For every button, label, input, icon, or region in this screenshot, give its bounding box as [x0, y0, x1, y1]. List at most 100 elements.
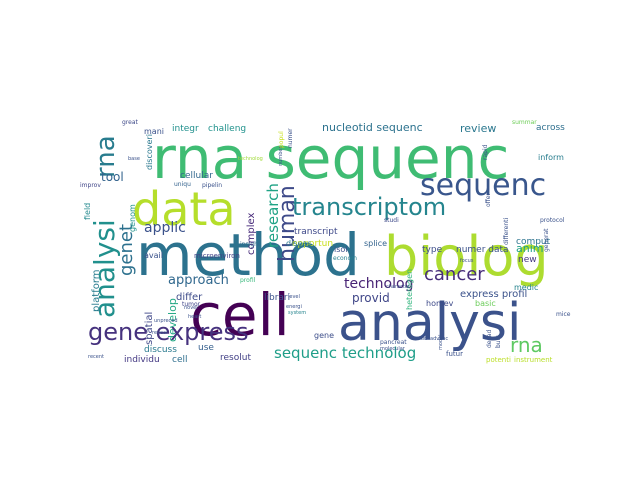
cloud-word: transcriptom	[292, 193, 446, 221]
cloud-word: mani	[144, 127, 164, 136]
cloud-word: inform	[538, 153, 564, 162]
cloud-word: opportun	[292, 239, 333, 249]
cloud-word: includ	[412, 336, 427, 342]
cloud-word: type	[422, 245, 443, 255]
cloud-word: energi	[286, 304, 302, 310]
cloud-word: differenti	[503, 218, 510, 245]
cloud-word: medic	[514, 283, 538, 292]
cloud-word: resolut	[220, 353, 251, 363]
cloud-word: genet	[116, 224, 137, 276]
cloud-word: diseas	[286, 239, 311, 248]
cloud-word: anim	[516, 242, 543, 255]
cloud-word: offer	[485, 193, 492, 207]
cloud-word: nucleotid sequenc	[322, 121, 423, 134]
cloud-word: isol	[334, 245, 348, 254]
cloud-word: studi	[384, 217, 399, 224]
cloud-word: method	[136, 221, 360, 289]
cloud-word: gene	[314, 331, 334, 340]
cloud-word: tumor	[182, 301, 201, 308]
cloud-word: system	[288, 310, 306, 316]
cloud-word: protocol	[540, 217, 565, 224]
cloud-word: discuss	[144, 345, 177, 355]
cloud-word: summar	[512, 119, 537, 126]
cloud-word: analysi	[338, 293, 521, 353]
cloud-word: potenti	[486, 356, 511, 364]
cloud-word: profil	[240, 277, 256, 284]
cloud-word: technolog	[238, 156, 263, 162]
cloud-word: cellular	[180, 171, 213, 181]
cloud-word: heart	[188, 314, 201, 320]
cloud-word: discoveri	[145, 134, 154, 170]
cloud-word: generat	[543, 228, 550, 252]
cloud-word: approach	[168, 273, 229, 288]
cloud-word: librari	[264, 293, 290, 303]
cloud-word: challeng	[208, 124, 246, 134]
cloud-word: splice	[364, 239, 387, 248]
cloud-word: heterogen	[405, 269, 414, 310]
cloud-word: develop	[166, 298, 179, 342]
cloud-word: cell	[172, 355, 188, 365]
cloud-word: data	[132, 182, 236, 236]
cloud-word: rapid	[482, 144, 489, 160]
cloud-word: tool	[101, 170, 124, 184]
cloud-word: homev	[426, 299, 454, 308]
cloud-word: review	[460, 122, 496, 135]
cloud-word: reveal	[152, 330, 168, 336]
cloud-word: pipelin	[202, 182, 222, 189]
cloud-word: pancreat	[380, 339, 407, 346]
cloud-word: biolog	[384, 225, 549, 288]
cloud-word: cell	[190, 281, 290, 349]
cloud-word: numer data	[456, 245, 509, 255]
cloud-word: platform	[91, 270, 102, 313]
cloud-word: rna sequenc	[152, 124, 509, 192]
cloud-word: transcript	[294, 227, 338, 237]
cloud-word: sequenc technolog	[274, 344, 416, 362]
cloud-word: technolog	[344, 276, 413, 292]
cloud-word: model	[438, 334, 444, 350]
cloud-word: recent	[88, 354, 104, 360]
cloud-word: molecular	[380, 346, 406, 352]
cloud-word: avail	[144, 251, 163, 260]
cloud-word: applic	[144, 220, 186, 236]
cloud-word: rna	[91, 135, 121, 178]
cloud-word: mice	[556, 311, 571, 318]
cloud-word: great	[122, 119, 139, 126]
cloud-word: genom	[128, 204, 137, 232]
cloud-word: integr	[172, 124, 199, 134]
cloud-word: instrument	[514, 356, 553, 364]
cloud-word: human	[275, 185, 300, 262]
cloud-word: base	[128, 156, 140, 162]
cloud-word: use	[198, 343, 214, 353]
cloud-word: express profil	[460, 289, 527, 300]
cloud-word: number	[278, 146, 284, 166]
cloud-word: focus	[460, 258, 474, 264]
cloud-word: new	[518, 255, 537, 265]
cloud-word: analysi	[88, 219, 121, 318]
cloud-word: character	[386, 284, 411, 290]
cloud-word: uniqu	[174, 181, 191, 188]
cloud-word: individu	[124, 355, 160, 365]
cloud-word: econom	[333, 255, 357, 262]
cloud-word: provid	[352, 291, 390, 305]
cloud-word: basic	[475, 299, 496, 308]
cloud-word: decad	[486, 330, 493, 348]
cloud-word: field	[83, 203, 92, 220]
cloud-word: rna	[510, 333, 543, 357]
cloud-word: level	[288, 294, 300, 300]
cloud-word: complex	[246, 213, 257, 255]
cloud-word: advanc	[430, 336, 448, 342]
cloud-word: improv	[80, 182, 101, 189]
cloud-word: numer	[287, 128, 294, 148]
cloud-word: differ	[176, 292, 203, 303]
cloud-word: microenviron	[194, 252, 240, 260]
cloud-word: unpreced	[154, 318, 178, 324]
cloud-word: comput	[516, 237, 551, 247]
cloud-word: gene express	[88, 318, 249, 346]
cloud-word: research	[264, 183, 282, 248]
cloud-word: spatial	[144, 312, 155, 345]
cloud-word: sequenc	[420, 168, 546, 203]
cloud-word: novel	[184, 305, 198, 311]
cloud-word: bulk	[495, 335, 502, 348]
cloud-word: insight	[240, 241, 261, 248]
